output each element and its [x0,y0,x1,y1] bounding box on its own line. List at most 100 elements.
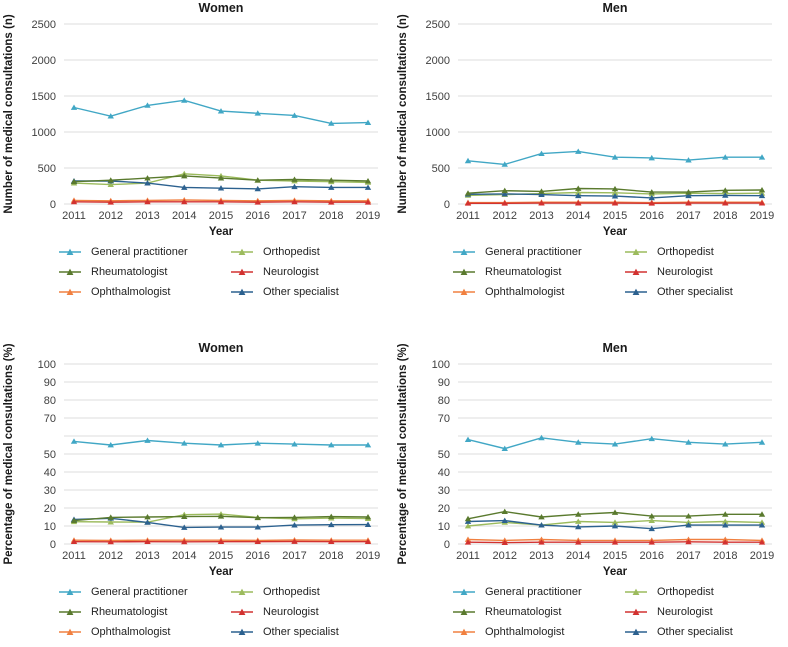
data-point-general-practitioner [328,120,335,126]
legend-marker-neurologist-icon [625,608,647,615]
legend-label: Rheumatologist [91,606,168,618]
data-point-rheumatologist [501,508,508,514]
data-point-other-specialist [685,522,692,528]
y-tick-label: 10 [438,521,450,533]
data-point-rheumatologist [144,175,151,181]
y-tick-label: 70 [438,413,450,425]
x-tick-label: 2015 [209,210,233,222]
data-point-rheumatologist [291,514,298,520]
data-point-neurologist [648,200,655,206]
y-tick-label: 90 [44,377,56,389]
legend-item-general-practitioner: General practitioner [58,582,230,602]
data-point-general-practitioner [538,150,545,156]
data-point-general-practitioner [648,435,655,442]
legend-item-other-specialist: Other specialist [624,622,733,642]
legend-label: Orthopedist [657,586,714,598]
y-tick-label: 500 [38,163,56,175]
y-tick-label: 10 [44,521,56,533]
data-point-general-practitioner [685,157,692,163]
legend-label: Other specialist [657,286,733,298]
legend-item-neurologist: Neurologist [624,602,733,622]
y-tick-label: 40 [438,467,450,479]
data-point-general-practitioner [758,154,766,160]
x-tick-label: 2015 [603,550,627,562]
data-point-neurologist [181,538,188,545]
data-point-general-practitioner [464,157,472,164]
legend-label: General practitioner [91,246,188,258]
data-point-rheumatologist [648,189,655,195]
data-point-general-practitioner [291,112,298,118]
data-point-neurologist [107,199,114,205]
data-point-orthopedist [611,189,619,196]
data-point-orthopedist [758,519,766,525]
data-point-neurologist [611,539,619,545]
data-point-other-specialist [611,523,619,529]
legend-label: General practitioner [91,586,188,598]
legend-item-rheumatologist: Rheumatologist [452,262,624,282]
data-point-other-specialist [538,522,545,528]
legend-label: General practitioner [485,246,582,258]
legend-label: Rheumatologist [485,266,562,278]
data-point-orthopedist [575,518,582,524]
data-point-general-practitioner [217,108,225,114]
legend-triangle [460,608,468,615]
data-point-orthopedist [722,518,729,524]
legend-marker-neurologist-icon [231,268,253,275]
data-point-rheumatologist [464,515,472,522]
data-point-neurologist [722,539,729,545]
data-point-general-practitioner [291,441,298,447]
data-point-other-specialist [291,522,298,528]
data-point-general-practitioner [181,97,188,103]
legend-triangle [632,268,640,275]
x-tick-label: 2018 [319,210,343,222]
data-point-neurologist [722,200,729,206]
data-point-general-practitioner [364,442,372,448]
legend-triangle [460,628,468,635]
legend-triangle [460,288,468,295]
legend-label: General practitioner [485,586,582,598]
data-point-neurologist [538,539,545,545]
legend-marker-general-practitioner-icon [59,588,81,595]
data-point-rheumatologist [501,187,508,194]
legend-column: Orthopedist Neurologist Other specialist [624,242,733,302]
legend-men-count: General practitioner Rheumatologist Ophtha… [452,242,788,302]
legend-column: General practitioner Rheumatologist Ophtha… [58,242,230,302]
data-point-rheumatologist [575,511,582,517]
data-point-rheumatologist [758,511,766,517]
x-tick-label: 2014 [566,210,590,222]
chart-women-count: 0 500 1000 1500 2000 2500 2011 2012 2013 2014 2015… [3,1,380,238]
legend-triangle [460,268,468,275]
x-tick-label: 2014 [172,550,196,562]
legend-marker-rheumatologist-icon [59,608,81,615]
x-tick-label: 2011 [456,550,480,562]
legend-marker-ophthalmologist-icon [59,288,81,295]
y-tick-label: 100 [38,359,56,371]
legend-item-rheumatologist: Rheumatologist [452,602,624,622]
data-point-rheumatologist [364,514,372,520]
data-point-rheumatologist [217,513,225,519]
y-tick-label: 1500 [32,91,56,103]
data-point-other-specialist [328,184,335,190]
x-tick-label: 2018 [319,550,343,562]
legend-item-other-specialist: Other specialist [624,282,733,302]
chart-title: Women [199,341,244,355]
y-tick-label: 70 [44,413,56,425]
data-point-other-specialist [364,521,372,527]
y-tick-label: 2500 [426,19,450,31]
y-tick-label: 2000 [32,55,56,67]
legend-column: General practitioner Rheumatologist Ophtha… [452,242,624,302]
data-point-rheumatologist [181,172,188,179]
data-point-neurologist [291,198,298,205]
legend-triangle [632,628,640,635]
data-point-rheumatologist [254,514,261,521]
x-tick-label: 2011 [62,550,86,562]
data-point-general-practitioner [254,110,261,116]
legend-men-percent: General practitioner Rheumatologist Ophtha… [452,582,788,642]
data-point-general-practitioner [328,442,335,448]
legend-item-rheumatologist: Rheumatologist [58,602,230,622]
y-tick-label: 100 [432,359,450,371]
legend-label: Ophthalmologist [91,286,171,298]
legend-triangle [238,628,246,635]
data-point-other-specialist [217,524,225,530]
data-point-rheumatologist [538,514,545,520]
